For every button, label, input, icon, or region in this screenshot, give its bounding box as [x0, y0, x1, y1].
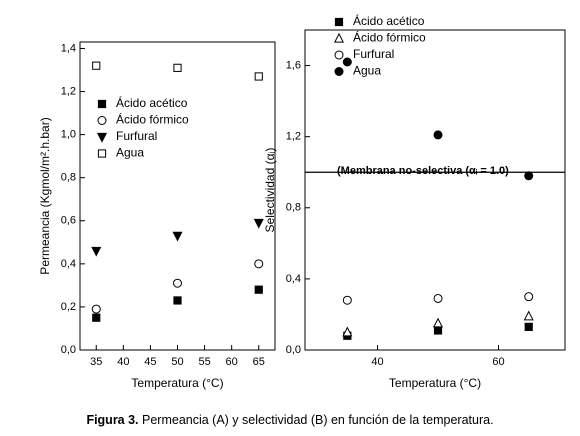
legend-label: Agua	[116, 146, 144, 160]
data-point	[524, 292, 534, 302]
data-point	[92, 61, 101, 70]
x-tick-label: 40	[371, 356, 383, 368]
y-tick-label: 1,6	[286, 59, 301, 71]
y-tick-label: 0,0	[286, 344, 301, 356]
x-tick-label: 40	[117, 356, 129, 368]
legend-marker	[96, 132, 108, 143]
y-tick-label: 0,8	[61, 172, 76, 184]
data-point	[254, 259, 264, 269]
legend-marker	[97, 116, 107, 125]
legend-label: Ácido acético	[116, 95, 188, 110]
y-axis-label: Selectividad (αᵢ)	[263, 148, 277, 233]
legend-label: Ácido acético	[353, 13, 425, 28]
data-point	[254, 285, 263, 294]
data-point	[524, 322, 533, 331]
data-point	[173, 296, 182, 305]
plot-frame	[304, 29, 566, 351]
x-tick-label: 60	[226, 356, 238, 368]
y-axis-label: Permeancia (Kgmol/m².h.bar)	[38, 117, 52, 274]
y-tick-label: 0,8	[286, 202, 301, 214]
caption-text: Permeancia (A) y selectividad (B) en fun…	[139, 413, 494, 427]
annotation: (Membrana no-selectiva (αᵢ = 1.0)	[337, 165, 509, 177]
x-axis-label: Temperatura (°C)	[131, 376, 223, 390]
data-point	[91, 304, 101, 314]
legend-label: Ácido fórmico	[353, 30, 426, 45]
legend-label: Furfural	[116, 129, 157, 143]
caption-label: Figura 3.	[86, 413, 138, 427]
data-point	[253, 218, 264, 229]
y-tick-label: 0,6	[61, 215, 76, 227]
caption: Figura 3. Permeancia (A) y selectividad …	[86, 413, 493, 427]
data-point	[433, 130, 443, 140]
y-tick-label: 0,4	[61, 258, 76, 270]
x-axis-label: Temperatura (°C)	[389, 376, 481, 390]
legend-marker	[97, 149, 107, 158]
data-point	[91, 246, 102, 257]
data-point	[524, 171, 534, 181]
data-point	[342, 57, 352, 67]
data-point	[342, 326, 353, 337]
data-point	[523, 310, 534, 321]
y-tick-label: 1,4	[61, 42, 76, 54]
legend-marker	[334, 50, 344, 60]
y-tick-label: 1,0	[61, 129, 76, 141]
y-tick-label: 0,0	[61, 344, 76, 356]
legend-marker	[333, 32, 345, 43]
y-tick-label: 0,2	[61, 301, 76, 313]
legend-label: Furfural	[353, 47, 394, 61]
x-tick-label: 45	[144, 356, 156, 368]
data-point	[254, 72, 263, 81]
legend-marker	[334, 17, 344, 27]
legend-label: Ácido fórmico	[116, 112, 189, 127]
data-point	[433, 293, 443, 303]
data-point	[172, 231, 183, 242]
y-tick-label: 1,2	[286, 131, 301, 143]
x-tick-label: 50	[171, 356, 183, 368]
x-tick-label: 55	[198, 356, 210, 368]
data-point	[173, 63, 182, 72]
x-tick-label: 65	[253, 356, 265, 368]
data-point	[92, 313, 101, 322]
x-tick-label: 35	[90, 356, 102, 368]
data-point	[173, 278, 182, 288]
legend-label: Agua	[353, 64, 381, 78]
y-tick-label: 0,4	[286, 273, 301, 285]
x-tick-label: 60	[492, 356, 504, 368]
y-tick-label: 1,2	[61, 85, 76, 97]
legend-marker	[97, 99, 107, 109]
data-point	[433, 326, 443, 335]
legend-marker	[334, 67, 344, 76]
data-point	[433, 317, 444, 328]
data-point	[342, 295, 352, 305]
